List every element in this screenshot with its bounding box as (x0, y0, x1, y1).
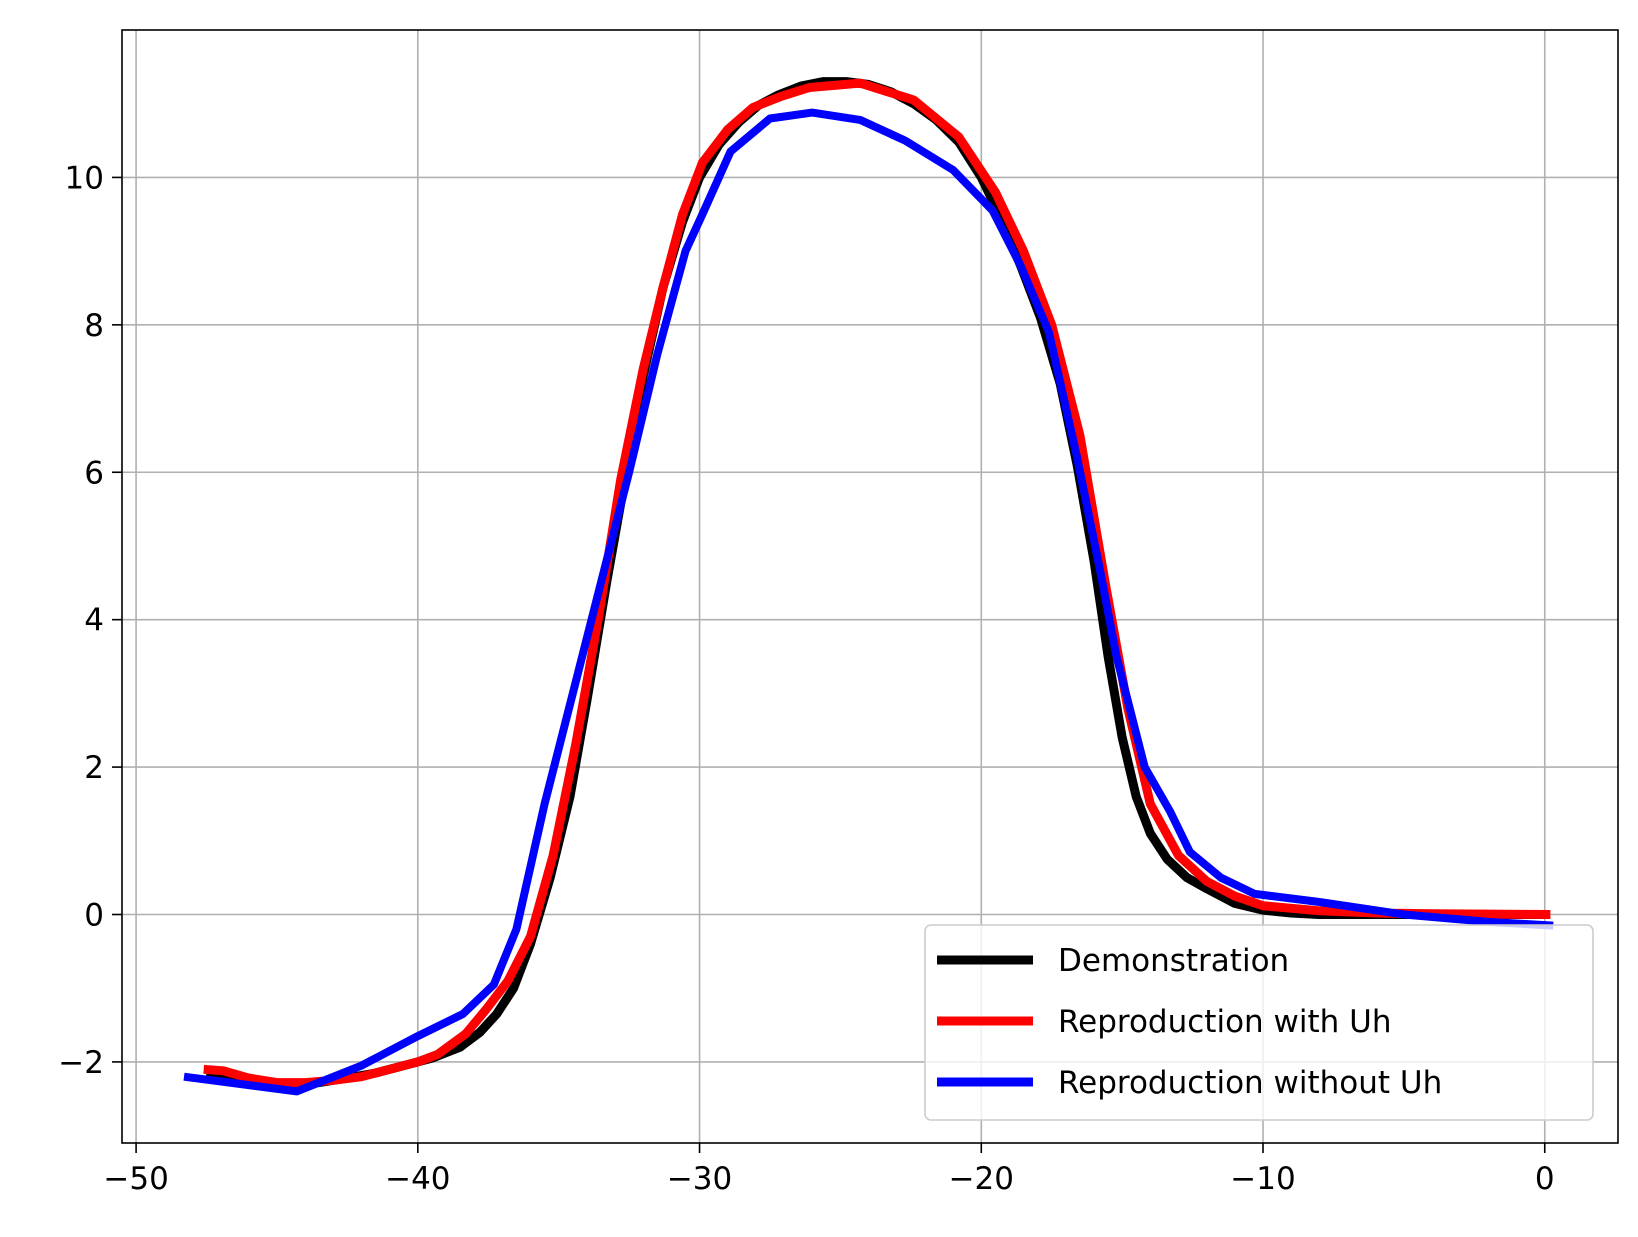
y-tick-label: 6 (84, 455, 104, 491)
y-tick-label: 0 (84, 898, 104, 934)
x-tick-label: −50 (103, 1161, 168, 1197)
legend-label: Reproduction with Uh (1058, 1004, 1392, 1040)
y-tick-label: 10 (65, 160, 104, 196)
legend-label: Reproduction without Uh (1058, 1065, 1442, 1101)
x-tick-label: −20 (949, 1161, 1014, 1197)
y-axis: −2 0 2 4 6 8 10 (58, 160, 122, 1081)
series-line-demonstration (205, 77, 1545, 1089)
x-tick-label: 0 (1535, 1161, 1555, 1197)
x-tick-label: −10 (1230, 1161, 1295, 1197)
x-axis: −50 −40 −30 −20 −10 0 (103, 1143, 1555, 1197)
series-line-reproduction-without-uh (183, 108, 1554, 1096)
legend-label: Demonstration (1058, 943, 1289, 979)
x-tick-label: −40 (385, 1161, 450, 1197)
legend: Demonstration Reproduction with Uh Reprodu… (924, 924, 1594, 1121)
y-tick-label: 2 (84, 750, 104, 786)
y-tick-label: 8 (84, 308, 104, 344)
x-tick-label: −30 (667, 1161, 732, 1197)
axes-frame (121, 29, 1619, 1144)
y-tick-label: −2 (58, 1045, 104, 1081)
series-line-reproduction-with-uh (203, 78, 1551, 1088)
plot-lines (183, 77, 1554, 1096)
legend-box (924, 924, 1594, 1121)
y-tick-label: 4 (84, 603, 104, 639)
